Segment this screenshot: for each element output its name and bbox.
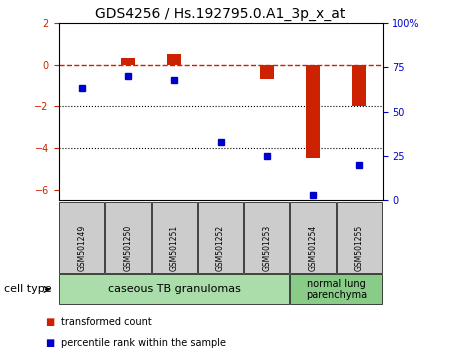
Bar <box>121 58 135 65</box>
Title: GDS4256 / Hs.192795.0.A1_3p_x_at: GDS4256 / Hs.192795.0.A1_3p_x_at <box>95 7 346 21</box>
Text: GSM501249: GSM501249 <box>77 224 86 271</box>
Text: GSM501250: GSM501250 <box>123 224 132 271</box>
Text: GSM501253: GSM501253 <box>262 224 271 271</box>
Text: ■: ■ <box>45 317 54 327</box>
Text: transformed count: transformed count <box>61 317 152 327</box>
Text: GSM501255: GSM501255 <box>355 224 364 271</box>
Bar <box>260 65 274 79</box>
Bar <box>167 54 181 65</box>
Bar <box>306 65 320 158</box>
Text: ■: ■ <box>45 338 54 348</box>
Text: GSM501254: GSM501254 <box>309 224 318 271</box>
Text: percentile rank within the sample: percentile rank within the sample <box>61 338 226 348</box>
Bar <box>352 65 366 106</box>
Text: cell type: cell type <box>4 284 52 295</box>
Text: GSM501252: GSM501252 <box>216 225 225 271</box>
Text: caseous TB granulomas: caseous TB granulomas <box>108 284 241 295</box>
Text: GSM501251: GSM501251 <box>170 225 179 271</box>
Text: normal lung
parenchyma: normal lung parenchyma <box>306 279 367 300</box>
